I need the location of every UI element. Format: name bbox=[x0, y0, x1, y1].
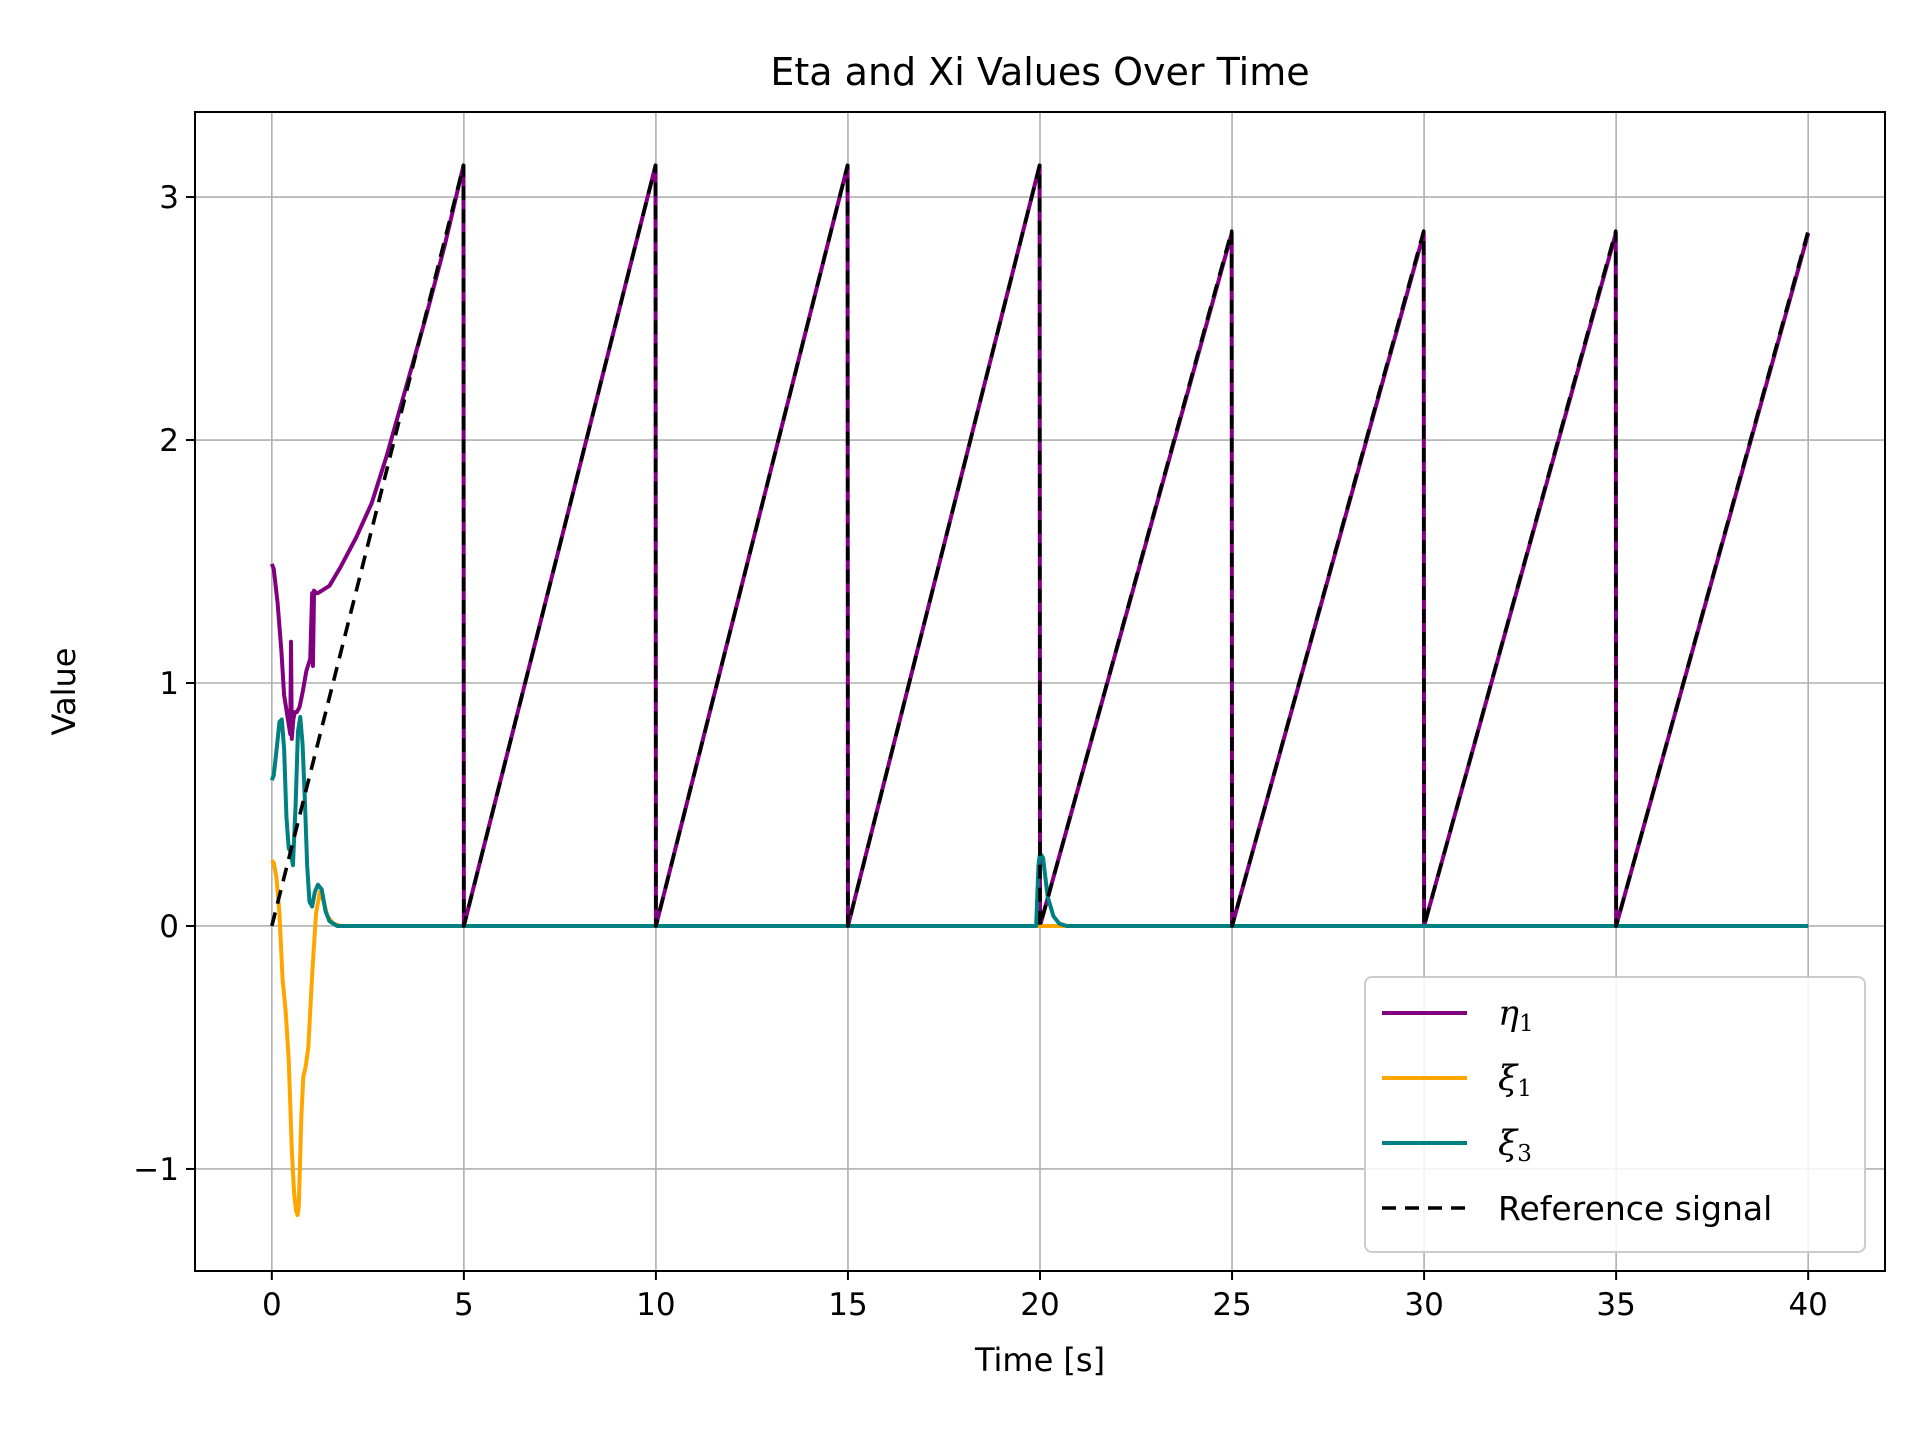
plot-lines bbox=[269, 163, 1811, 1218]
x-tick-label: 30 bbox=[1404, 1287, 1443, 1323]
x-tick-label: 0 bbox=[262, 1287, 282, 1323]
x-tick-label: 35 bbox=[1596, 1287, 1635, 1323]
ticks: 0 5 10 15 20 25 30 35 40 −1 0 1 2 3 bbox=[133, 180, 1828, 1323]
x-tick-label: 40 bbox=[1788, 1287, 1827, 1323]
series-line-4 bbox=[270, 163, 1810, 928]
legend-box bbox=[1364, 976, 1866, 1253]
series-line-1 bbox=[269, 163, 1811, 928]
x-tick-label: 5 bbox=[454, 1287, 474, 1323]
x-axis-label: Time [s] bbox=[974, 1341, 1105, 1379]
legend-label: ξ1 bbox=[1498, 1059, 1532, 1102]
chart-title: Eta and Xi Values Over Time bbox=[770, 50, 1309, 94]
x-tick-label: 20 bbox=[1020, 1287, 1059, 1323]
y-tick-label: 1 bbox=[159, 666, 179, 702]
y-tick-label: 2 bbox=[159, 423, 179, 459]
legend-label: η1 bbox=[1498, 994, 1534, 1037]
y-tick-label: 0 bbox=[159, 909, 179, 945]
x-tick-label: 10 bbox=[636, 1287, 675, 1323]
legend-label: Reference signal bbox=[1498, 1189, 1772, 1228]
y-axis-label: Value bbox=[45, 648, 83, 736]
legend: η1 ξ1 ξ3 Reference signal bbox=[1364, 976, 1866, 1253]
x-tick-label: 15 bbox=[828, 1287, 867, 1323]
x-tick-label: 25 bbox=[1212, 1287, 1251, 1323]
y-tick-label: 3 bbox=[159, 180, 179, 216]
y-tick-label: −1 bbox=[133, 1152, 179, 1188]
legend-label: ξ3 bbox=[1498, 1124, 1532, 1167]
